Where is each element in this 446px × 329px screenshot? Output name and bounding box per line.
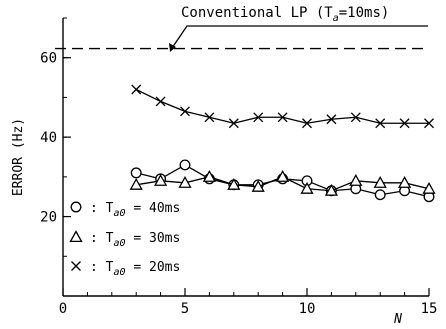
data-point-x [326,114,337,125]
data-point-x [155,96,166,107]
y-tick-label: 20 [40,210,57,226]
data-point-triangle [373,175,387,188]
data-point-triangle [324,183,339,196]
reference-label: Conventional LP (Ta=10ms) [181,5,389,24]
data-point-x [375,118,386,129]
data-point-circle [130,167,142,179]
x-mark-stroke [155,96,166,107]
reference-line-group: Conventional LP (Ta=10ms) [55,5,429,52]
data-point-triangle [397,175,412,188]
y-axis-title: ERROR (Hz) [11,118,26,196]
data-point-triangle [129,177,143,190]
data-point-triangle [275,170,290,182]
data-point-triangle [251,179,265,192]
data-point-x [180,106,190,117]
data-point-triangle [202,170,217,182]
legend-symbol-x [71,261,81,271]
legend-symbol-triangle [69,230,83,243]
x-mark-stroke [302,118,312,129]
y-tick-label: 40 [40,130,57,146]
data-point-x [253,112,264,123]
x-mark-stroke [375,118,386,129]
plot-area [129,84,436,203]
x-mark-stroke [131,84,142,95]
legend-symbol-circle [70,201,82,213]
data-point-circle [179,159,191,171]
reference-leader-line [171,25,428,49]
y-tick-label: 60 [40,51,57,67]
x-tick-label: 15 [421,301,438,317]
data-point-triangle [349,173,363,186]
x-mark-stroke [253,112,264,123]
data-point-x [228,118,239,129]
data-point-triangle [178,175,192,188]
x-mark-stroke [277,112,288,123]
legend-label-circle: : Ta0 = 40ms [90,201,180,219]
x-mark-stroke [71,261,81,271]
x-mark-stroke [228,118,239,129]
data-point-triangle [153,173,168,186]
data-point-x [277,112,288,123]
x-axis-title: N [393,312,402,327]
data-point-triangle [300,181,314,194]
data-point-triangle [227,177,241,190]
x-mark-stroke [350,112,361,123]
legend: : Ta0 = 40ms : Ta0 = 30ms : Ta0 = 20ms [69,201,180,278]
data-point-x [302,118,312,129]
x-mark-stroke [326,114,337,125]
reference-arrowhead [169,43,176,52]
x-tick-label: 10 [299,301,316,317]
data-point-x [204,112,215,123]
data-point-circle [374,189,386,201]
data-point-x [350,112,361,123]
x-mark-stroke [204,112,215,123]
data-point-x [424,118,434,129]
x-mark-stroke [399,118,410,129]
x-tick-label: 5 [181,301,189,317]
legend-label-x: : Ta0 = 20ms [90,260,180,278]
data-point-x [399,118,410,129]
data-point-triangle [422,181,436,194]
x-tick-label: 0 [59,301,67,317]
legend-label-triangle: : Ta0 = 30ms [90,231,180,249]
axes: 0 5 10 15 20 40 60 ERROR (Hz) N [11,17,438,327]
data-point-x [131,84,142,95]
x-mark-stroke [180,106,190,117]
x-mark-stroke [424,118,434,129]
